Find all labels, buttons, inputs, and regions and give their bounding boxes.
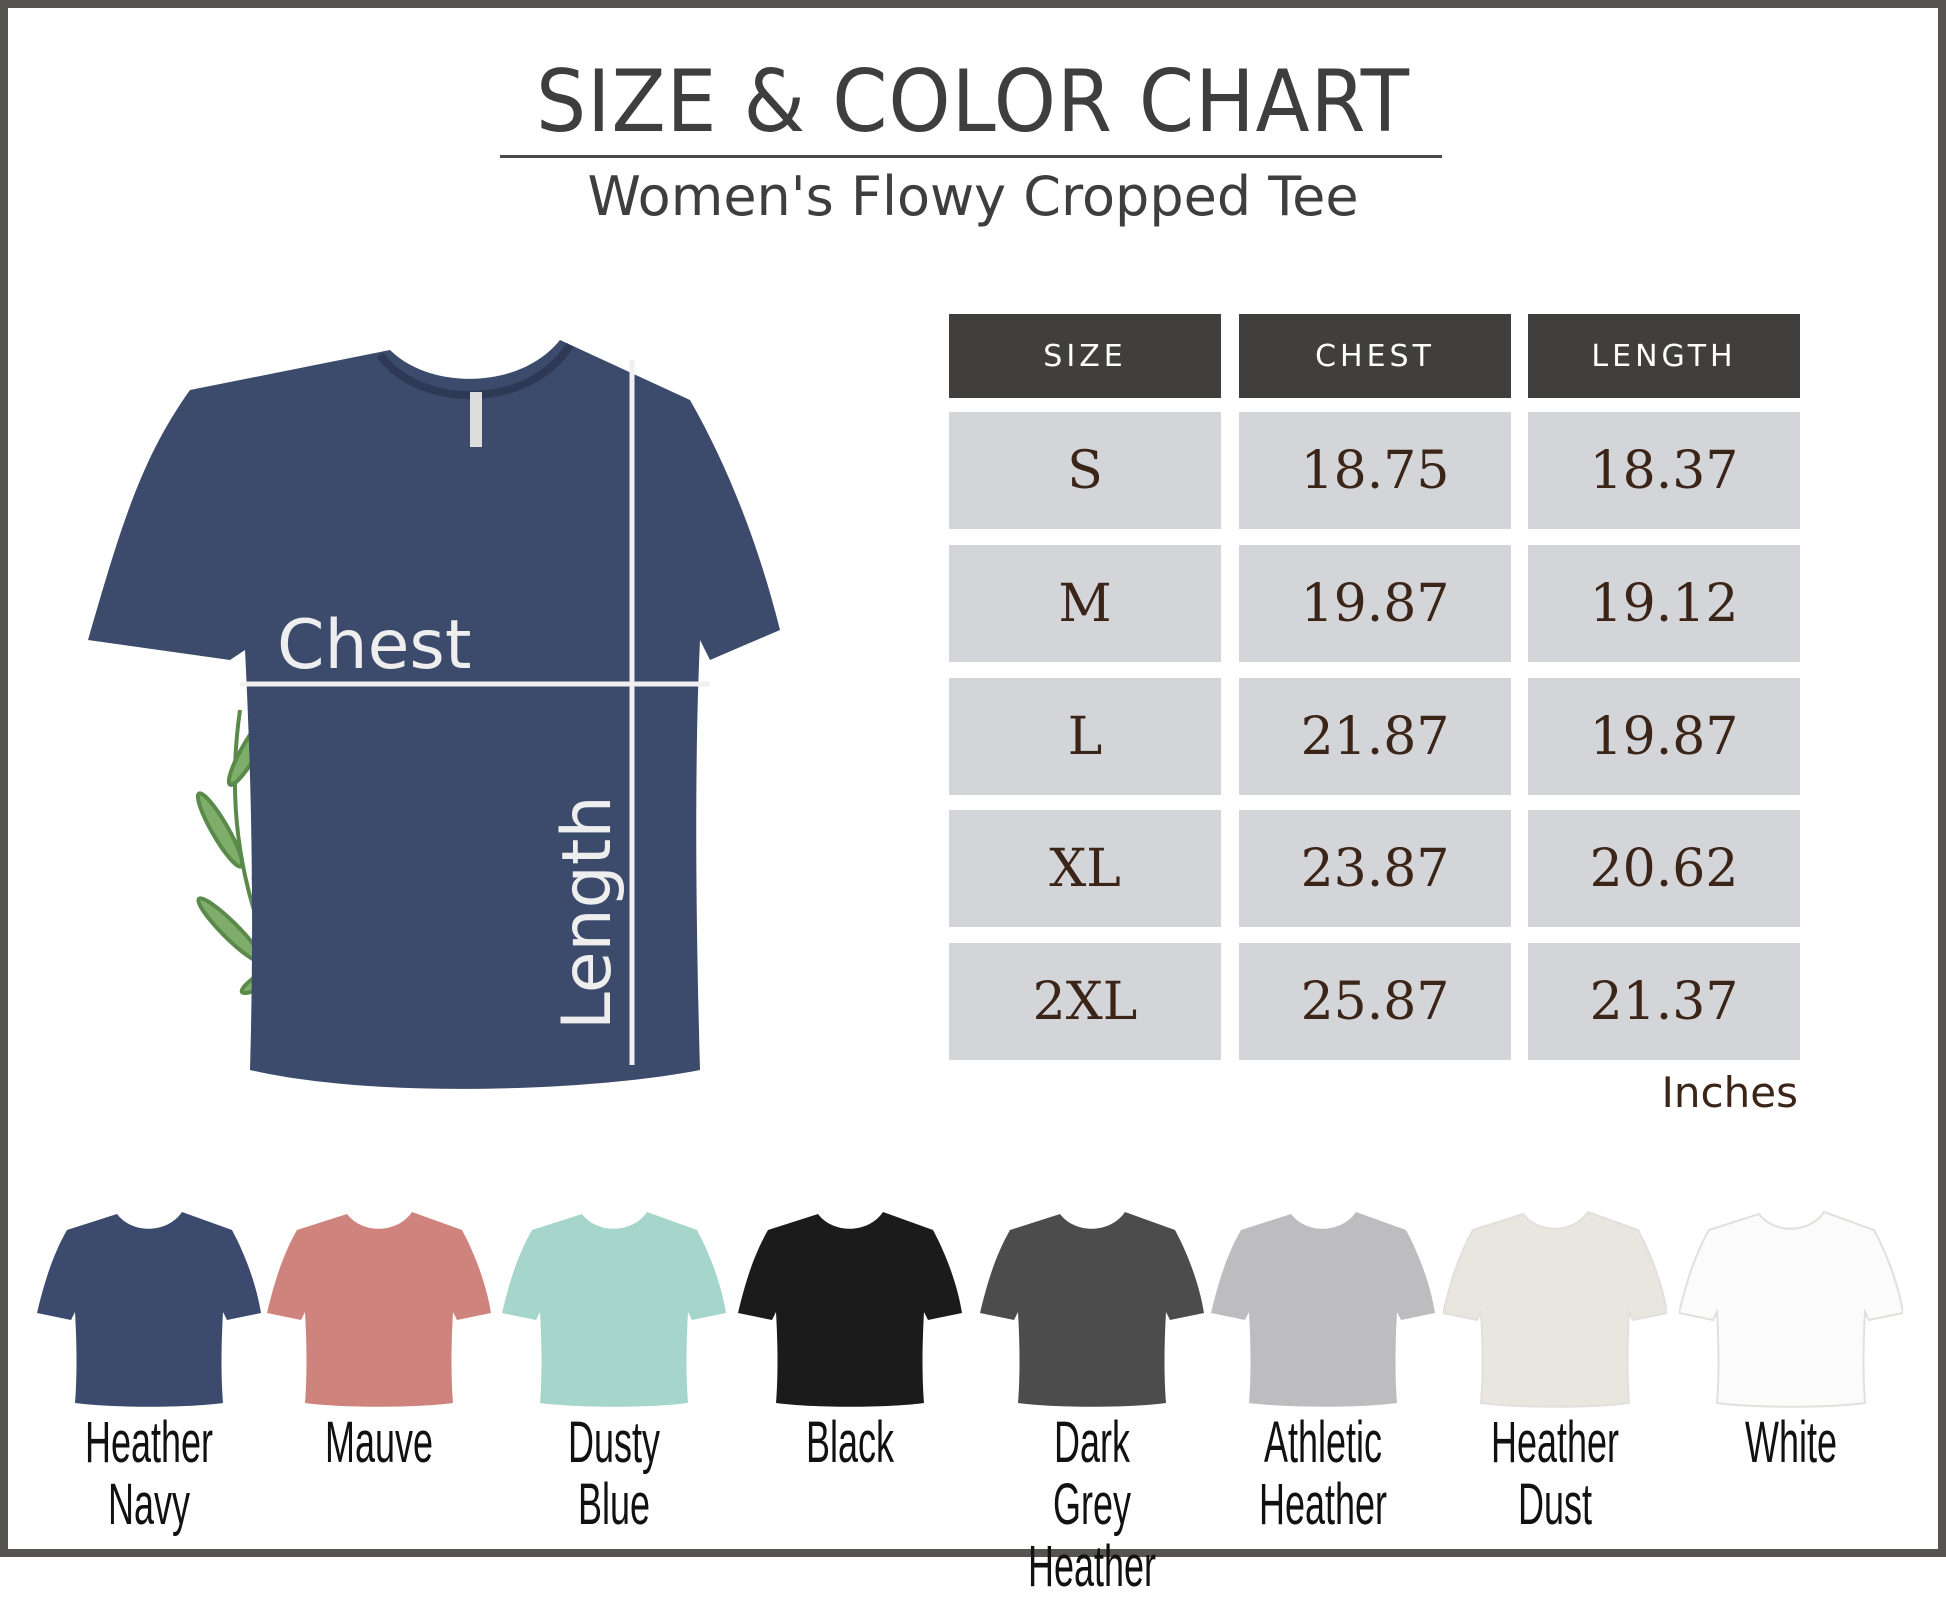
chest-label: Chest (277, 606, 472, 685)
shirt-body (88, 340, 780, 1089)
column-header-size: SIZE (949, 314, 1221, 398)
color-name-line1: White (1745, 1410, 1837, 1475)
color-name-line2: Dust (1518, 1472, 1592, 1537)
size-cell: M (949, 545, 1221, 662)
color-name-line1: Dusty (568, 1410, 660, 1475)
color-shirt-icon (1211, 1212, 1435, 1407)
shirt-diagram: Chest Length (88, 340, 780, 1089)
column-header-chest: CHEST (1239, 314, 1511, 398)
color-name-line2: Navy (108, 1472, 190, 1537)
color-shirt-icon (738, 1212, 962, 1407)
color-shirt-icon (267, 1212, 491, 1407)
length-cell: 19.87 (1528, 678, 1800, 795)
page-subtitle: Women's Flowy Cropped Tee (587, 165, 1359, 228)
chest-cell: 25.87 (1239, 943, 1511, 1060)
shirt-tag (470, 392, 482, 447)
color-shirt-icon (502, 1212, 726, 1407)
unit-label: Inches (1661, 1068, 1798, 1117)
color-shirt-icon (37, 1212, 261, 1407)
chest-cell: 23.87 (1239, 810, 1511, 927)
size-cell: XL (949, 810, 1221, 927)
length-cell: 18.37 (1528, 412, 1800, 529)
color-shirt-icon (980, 1212, 1204, 1407)
length-label: Length (548, 795, 627, 1030)
chest-cell: 18.75 (1239, 412, 1511, 529)
color-shirt-icon (1679, 1210, 1903, 1408)
color-name-line2: Heather (1259, 1472, 1387, 1537)
size-cell: L (949, 678, 1221, 795)
page-title: SIZE & COLOR CHART (536, 52, 1410, 152)
length-cell: 19.12 (1528, 545, 1800, 662)
length-cell: 20.62 (1528, 810, 1800, 927)
color-name-line1: Heather (1491, 1410, 1619, 1475)
color-name-line1: Athletic (1264, 1410, 1382, 1475)
size-cell: 2XL (949, 943, 1221, 1060)
chest-cell: 19.87 (1239, 545, 1511, 662)
column-header-length: LENGTH (1528, 314, 1800, 398)
color-name-line1: Black (806, 1410, 894, 1475)
color-name-line1: Dark Grey (1053, 1410, 1131, 1537)
title-divider (500, 155, 1442, 158)
length-cell: 21.37 (1528, 943, 1800, 1060)
color-name-line2: Heather (1028, 1534, 1156, 1599)
color-name-line2: Blue (578, 1472, 650, 1537)
size-cell: S (949, 412, 1221, 529)
color-shirt-icon (1443, 1210, 1667, 1408)
chest-cell: 21.87 (1239, 678, 1511, 795)
color-name-line1: Heather (85, 1410, 213, 1475)
color-name-line1: Mauve (325, 1410, 433, 1475)
